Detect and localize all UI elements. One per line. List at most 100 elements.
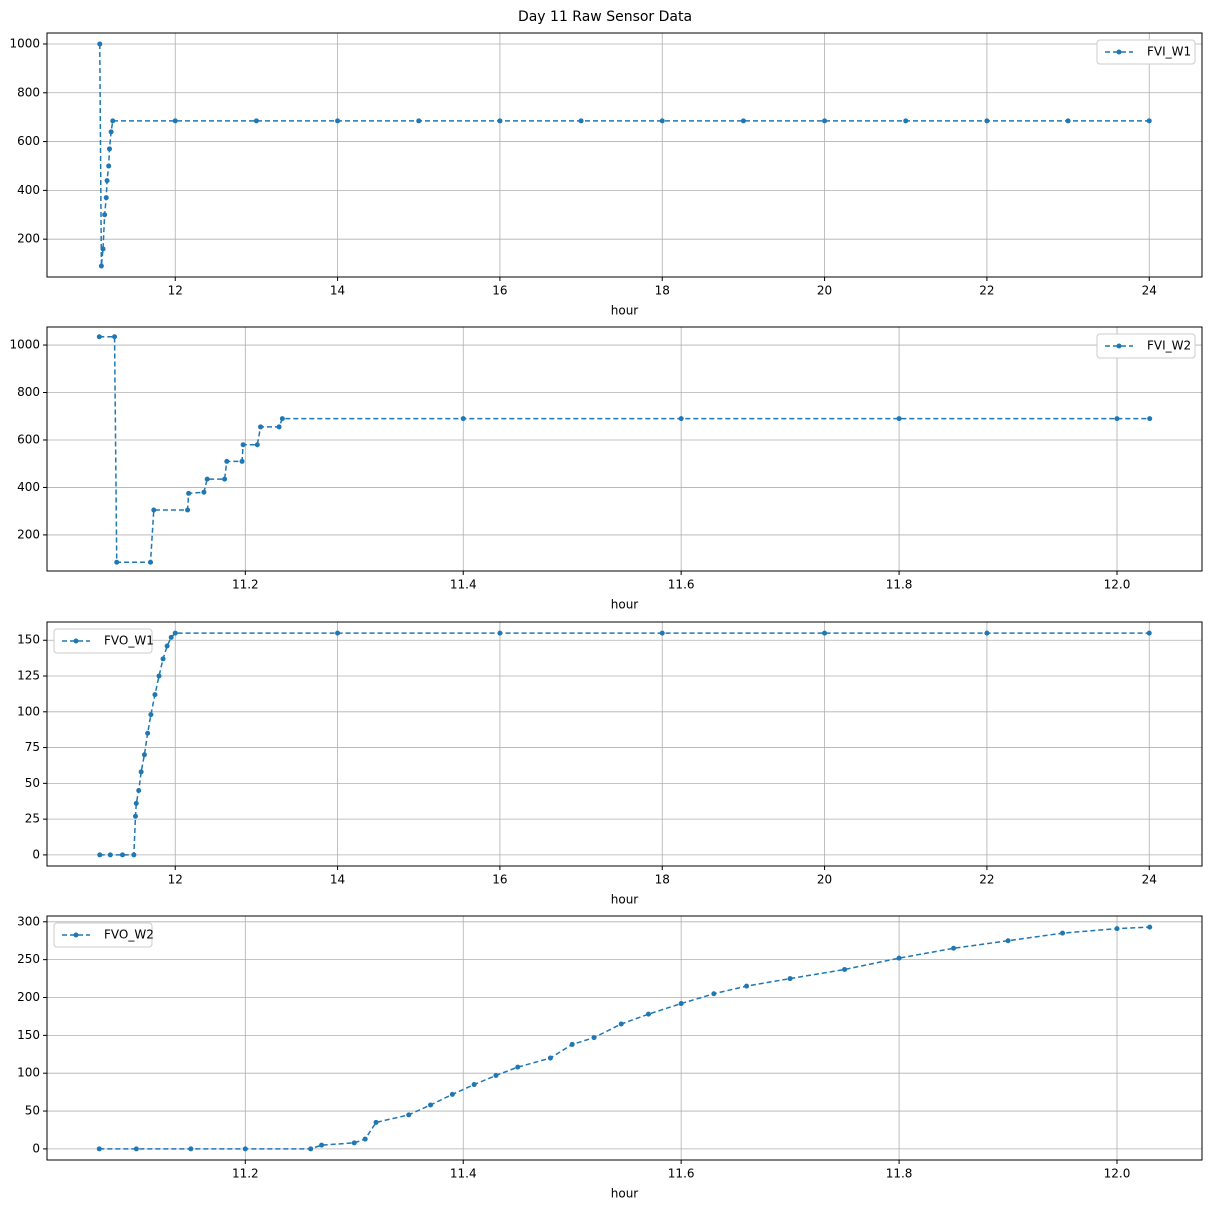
point (201, 489, 207, 495)
point (659, 118, 665, 124)
y-tick-label: 1000 (9, 36, 40, 50)
point (145, 730, 151, 736)
point (132, 813, 138, 819)
point (618, 1021, 624, 1027)
x-tick-label: 14 (330, 284, 345, 298)
point (131, 852, 137, 858)
point (515, 1064, 521, 1070)
point (102, 212, 108, 218)
point (188, 1146, 194, 1152)
y-tick-label: 600 (17, 432, 40, 446)
point (896, 416, 902, 422)
point (276, 424, 282, 430)
point (258, 424, 264, 430)
point (351, 1140, 357, 1146)
y-tick-label: 800 (17, 85, 40, 99)
point (112, 334, 118, 340)
y-tick-label: 400 (17, 480, 40, 494)
point (133, 800, 139, 806)
point (449, 1091, 455, 1097)
x-tick-label: 22 (979, 873, 994, 887)
series-line (99, 632, 1150, 856)
series-line (99, 43, 1150, 267)
series-line (99, 335, 1150, 563)
point (103, 195, 109, 201)
point (903, 118, 909, 124)
point (951, 945, 957, 951)
y-tick-label: 800 (17, 385, 40, 399)
x-tick-label: 12.0 (1104, 1167, 1131, 1181)
x-tick-label: 11.8 (886, 1167, 913, 1181)
point (100, 246, 106, 252)
point (138, 769, 144, 775)
point (98, 263, 104, 269)
point (335, 118, 341, 124)
legend-label: FVO_W2 (104, 928, 154, 942)
point (471, 1082, 477, 1088)
point (148, 712, 154, 718)
y-tick-label: 250 (17, 952, 40, 966)
y-tick-label: 600 (17, 134, 40, 148)
legend-marker (1116, 343, 1122, 349)
legend-label: FVI_W2 (1147, 339, 1191, 353)
point (678, 1001, 684, 1007)
point (1146, 118, 1152, 124)
point (168, 634, 174, 640)
x-tick-label: 20 (817, 873, 832, 887)
y-tick-label: 50 (25, 1104, 40, 1118)
point (141, 752, 147, 758)
x-tick-label: 12 (168, 284, 183, 298)
point (406, 1112, 412, 1118)
x-tick-label: 22 (979, 284, 994, 298)
y-tick-label: 0 (32, 847, 40, 861)
point (659, 630, 665, 636)
legend-box (1096, 333, 1196, 359)
point (204, 476, 210, 482)
point (842, 966, 848, 972)
point (186, 490, 192, 496)
y-tick-label: 150 (17, 633, 40, 647)
point (569, 1041, 575, 1047)
point (1114, 416, 1120, 422)
x-tick-label: 18 (655, 873, 670, 887)
point (242, 1146, 248, 1152)
x-tick-label: 20 (817, 284, 832, 298)
point (133, 1146, 139, 1152)
point (711, 991, 717, 997)
point (106, 163, 112, 169)
y-tick-label: 200 (17, 990, 40, 1004)
x-tick-label: 24 (1142, 873, 1157, 887)
series-line (99, 926, 1150, 1150)
point (279, 416, 285, 422)
y-tick-label: 300 (17, 914, 40, 928)
point (97, 41, 103, 47)
point (822, 630, 828, 636)
point (591, 1035, 597, 1041)
x-tick-label: 11.8 (886, 578, 913, 592)
point (224, 458, 230, 464)
axes-frame (46, 326, 1203, 572)
point (497, 630, 503, 636)
axes-frame (46, 32, 1203, 278)
point (185, 507, 191, 513)
point (97, 852, 103, 858)
legend-box (1096, 39, 1196, 65)
y-tick-label: 150 (17, 1028, 40, 1042)
legend-marker (1116, 49, 1122, 55)
x-axis-label: hour (611, 598, 639, 612)
point (578, 118, 584, 124)
point (114, 559, 120, 565)
point (172, 630, 178, 636)
point (373, 1119, 379, 1125)
point (160, 656, 166, 662)
point (416, 118, 422, 124)
point (148, 559, 154, 565)
y-tick-label: 125 (17, 669, 40, 683)
y-tick-label: 25 (25, 812, 40, 826)
legend-box (53, 922, 153, 948)
figure-title: Day 11 Raw Sensor Data (518, 9, 692, 25)
point (240, 442, 246, 448)
x-tick-label: 11.4 (450, 1167, 477, 1181)
point (107, 852, 113, 858)
point (787, 976, 793, 982)
